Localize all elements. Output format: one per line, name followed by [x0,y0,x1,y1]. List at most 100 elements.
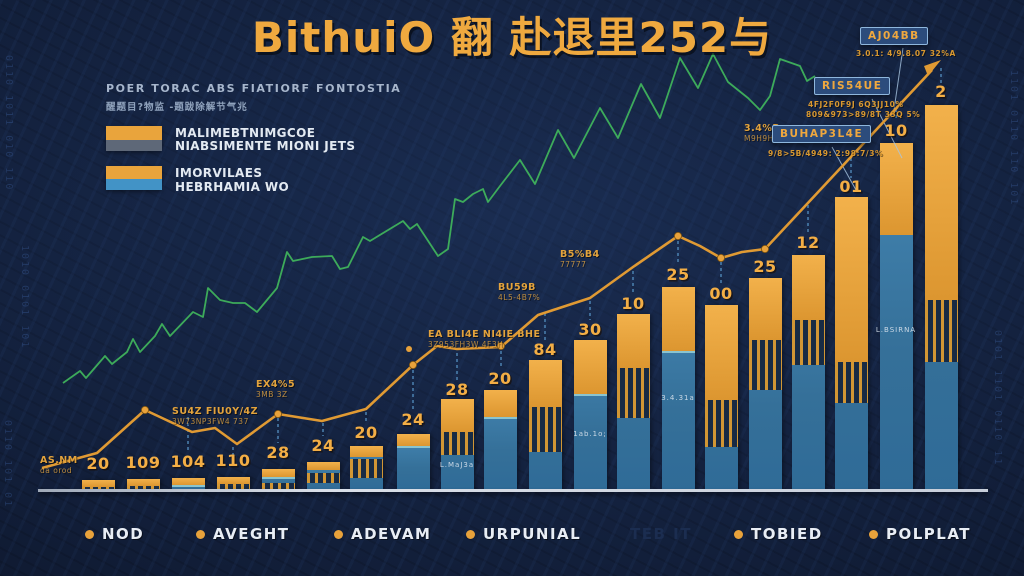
bar-orange-segment [529,360,562,407]
x-axis-label: TEB IT [630,525,692,543]
x-axis-item: TEB IT [630,525,692,543]
x-axis-dot [334,529,343,539]
legend-item: IMORVILAES HEBRHAMIA WO [106,166,401,193]
bar-stripe-pattern [925,300,958,362]
annotation-line1: EX4%5 [256,379,296,390]
background-glyph-column: 0110 1011 010 110 [3,55,14,192]
bar-stripe-pattern [441,432,474,455]
bar-orange-segment [749,278,782,340]
trend-marker-dot [408,360,417,369]
legend-item-label: IMORVILAES HEBRHAMIA WO [175,166,289,194]
legend-swatch-gray [106,140,162,151]
bar-orange-segment [617,314,650,368]
annotation: SU4Z FIU0Y/4Z 3W73NP3FW4 737 [172,406,258,426]
bar-value-label: 10 [621,294,645,313]
x-axis-item: URPUNIAL [466,525,581,543]
bar-orange-segment [925,105,958,300]
bar [574,340,607,491]
x-axis-label: POLPLAT [886,525,972,543]
x-axis-item: AVEGHT [196,525,290,543]
bar-value-label: 20 [354,423,378,442]
bar-orange-segment [662,287,695,353]
x-axis-label: ADEVAM [351,525,432,543]
annotation: EX4%5 3MB 3Z [256,379,295,399]
legend-swatch-stacked-orange-blue [106,166,162,191]
bar-orange-segment [350,446,383,457]
callout-box: BUHAP3L4E [772,125,872,143]
callout-box: AJ04BB [860,27,928,45]
bar-value-label: 24 [311,436,335,455]
bar [880,143,913,491]
bar [792,255,825,491]
annotation-line1: EA BLI4E NI4IE BHE [428,329,541,340]
trend-marker-dot [717,253,726,262]
bar-orange-segment [172,478,205,487]
legend-swatch-blue [106,179,162,191]
bar-body-text: 3.4.31a [661,394,695,402]
bar-stripe-pattern [350,459,383,478]
x-axis-dot [466,529,475,539]
bar-stripe-pattern [792,320,825,365]
bar-stripe-pattern [749,340,782,390]
bar-value-label: 25 [666,265,690,284]
bar-stripe-pattern [529,407,562,452]
x-axis-label: NOD [102,525,145,543]
bar-value-label: 12 [796,233,820,252]
bar-value-label: 28 [445,380,469,399]
bar-value-label: 10 [884,121,908,140]
bar [662,287,695,491]
background-glyph-column: 1101 0110 110 101 [1008,70,1019,207]
annotation: BU59B 4L5-4B7% [498,282,540,302]
bar [262,469,295,491]
annotation: AS.NM da orod [40,455,78,475]
bar [397,434,430,491]
bar [529,360,562,491]
annotation-line1: B5%B4 [560,249,600,260]
annotation-line2: 77777 [560,260,587,270]
legend-swatch-orange [106,126,162,140]
x-axis-dot [869,529,878,539]
legend-swatch-stacked-orange-gray [106,126,162,151]
bar-orange-segment [792,255,825,320]
bar-value-label: 24 [401,410,425,429]
legend-subheader: 醒题目?物监 -题跋除解节气兆 [106,102,248,113]
trend-marker-dot [140,405,149,414]
bar [307,462,340,491]
bar-stripe-pattern [835,362,868,403]
callout-caption: 9/8>5B/4949: 2:98:7/3% [768,149,884,158]
bar-orange-segment [574,340,607,396]
trend-marker-dot [674,231,683,240]
bar [484,390,517,491]
annotation-line2: 3Z953FH3W 4F3H [428,340,504,350]
bar-value-label: 01 [839,177,863,196]
x-axis-item: POLPLAT [869,525,971,543]
legend-item-label-line2: NIABSIMENTE MIONI JETS [175,139,356,154]
bar-value-label: 110 [215,451,251,470]
annotation-line1: AS.NM [40,455,78,466]
bar-orange-segment [835,197,868,362]
bar-orange-segment [705,305,738,400]
bar-orange-segment [262,469,295,479]
floating-dot [406,346,412,352]
bar-orange-segment [307,462,340,470]
bar-value-label: 28 [266,443,290,462]
x-axis-dot [85,529,94,539]
legend-header: POER TORAC ABS FIATIORF FONTOSTIA [106,82,402,95]
bar-value-label: 20 [488,369,512,388]
x-axis-line [38,489,988,492]
legend-item: MALIMEBTNIMGCOE NIABSIMENTE MIONI JETS [106,126,401,153]
legend-swatch-orange [106,166,162,180]
callout-caption: 809&973>89/8T 33Q 5% [806,110,921,119]
annotation: B5%B4 77777 [560,249,600,269]
legend-item-label-line1: IMORVILAES [175,166,263,181]
annotation-line1: SU4Z FIU0Y/4Z [172,406,259,417]
bar-value-label: 30 [578,320,602,339]
bar [350,446,383,491]
trend-marker-dot [761,244,770,253]
bar [705,305,738,491]
callout-caption: 3.0.1: 4/9.8.07 32%A [856,49,956,58]
annotation: EA BLI4E NI4IE BHE 3Z953FH3W 4F3H [428,329,541,349]
bar-orange-segment [441,399,474,432]
bar-stripe-pattern [307,473,340,483]
